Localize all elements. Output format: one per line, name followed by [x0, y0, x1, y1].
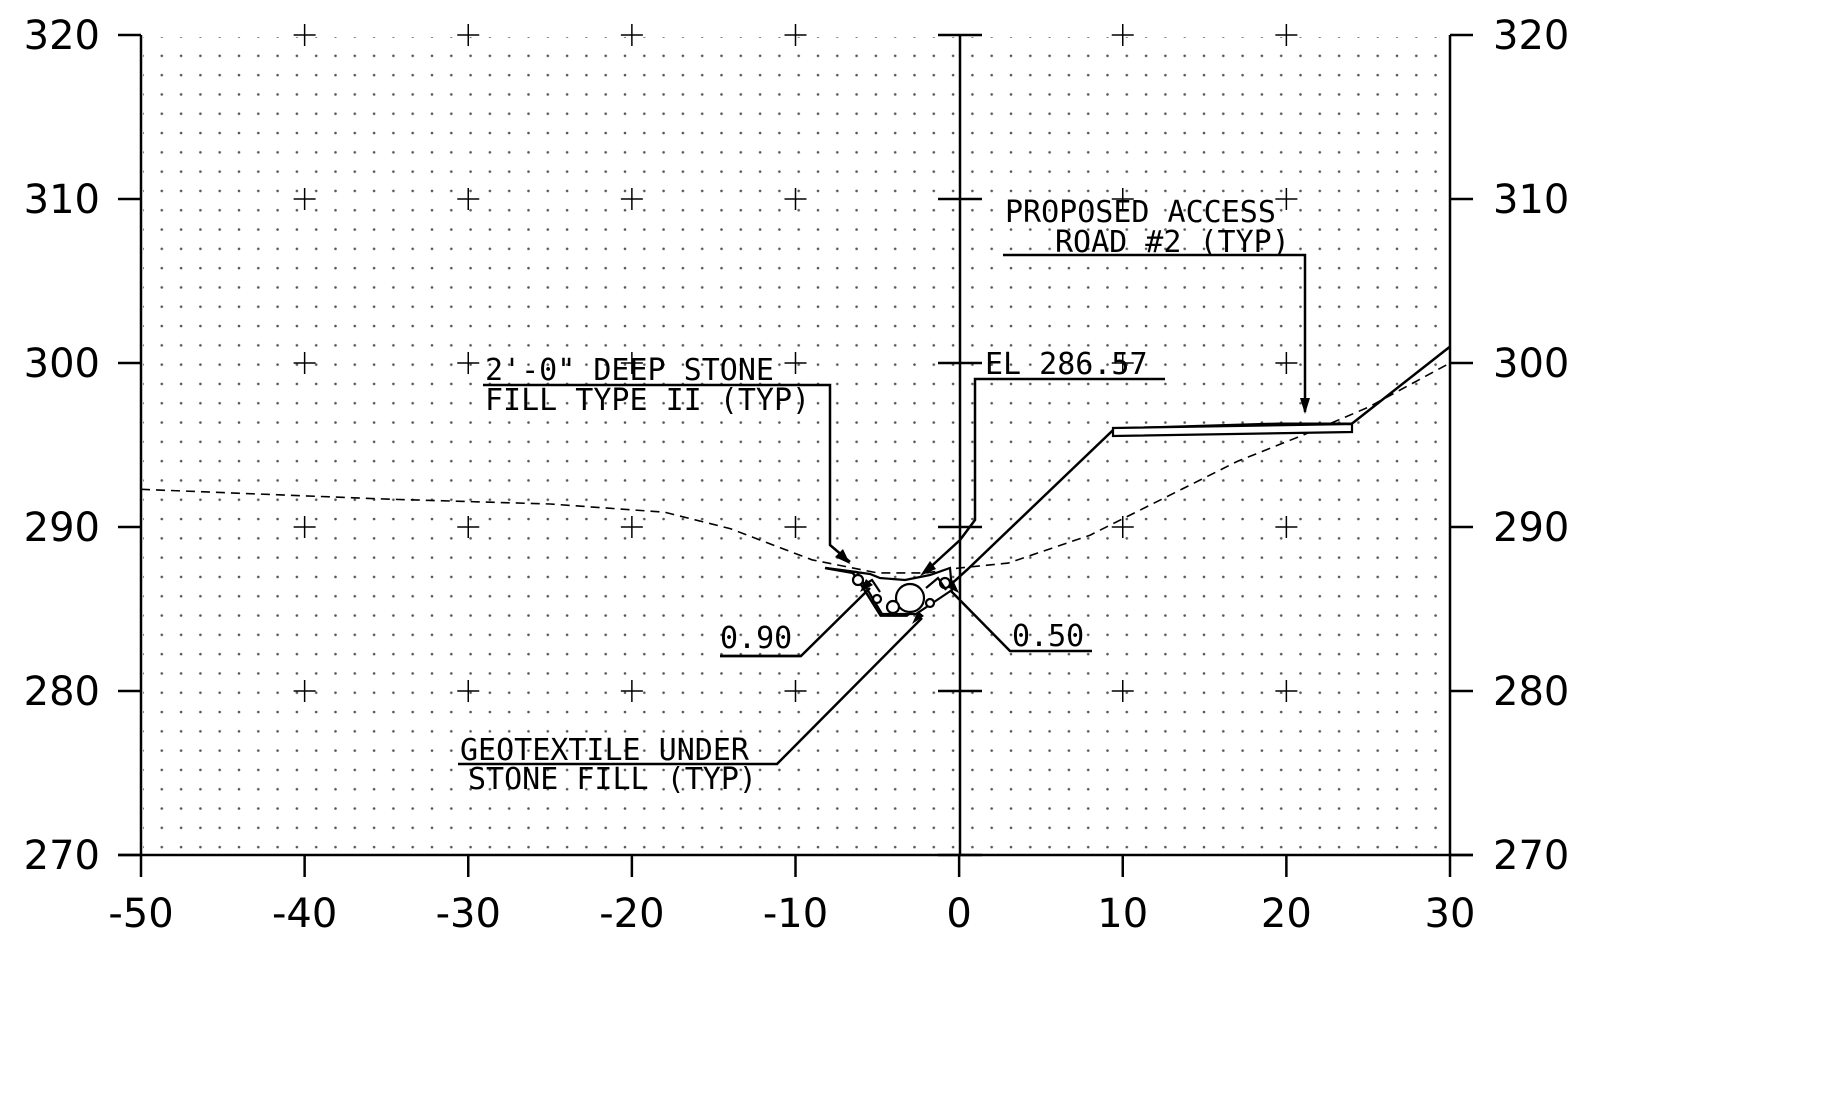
y-tick-label-left: 300: [24, 341, 100, 387]
note-stone-fill-line2: FILL TYPE II (TYP): [485, 383, 810, 418]
x-tick-label: -30: [436, 891, 501, 937]
note-access-road-line1: PROPOSED ACCESS: [1005, 195, 1276, 230]
stone-fill: [825, 566, 954, 616]
axis-ticks: [118, 24, 1473, 877]
x-tick-label: 30: [1425, 891, 1476, 937]
x-tick-label: -10: [763, 891, 828, 937]
access-road-pavement: [1111, 422, 1354, 438]
y-tick-label-right: 320: [1493, 13, 1569, 59]
y-tick-label-right: 270: [1493, 833, 1569, 879]
x-tick-label: -40: [272, 891, 337, 937]
dot-grid: [143, 37, 1448, 851]
y-tick-label-left: 320: [24, 13, 100, 59]
x-tick-label: -50: [108, 891, 173, 937]
x-tick-label: 20: [1261, 891, 1312, 937]
y-tick-label-right: 300: [1493, 341, 1569, 387]
y-tick-label-right: 280: [1493, 669, 1569, 715]
x-tick-label: 0: [946, 891, 971, 937]
note-elevation: EL 286.57: [985, 347, 1148, 382]
leader-arrowheads: [835, 398, 1310, 624]
y-tick-label-right: 290: [1493, 505, 1569, 551]
note-slope-right: 0.50: [1012, 619, 1084, 654]
x-tick-label: -20: [599, 891, 664, 937]
y-tick-label-left: 270: [24, 833, 100, 879]
axis-labels: -50 -40 -30 -20 -10 0 10 20 30 320 320 310 310 300 300…: [24, 13, 1570, 937]
note-geotextile-line1: GEOTEXTILE UNDER: [460, 733, 750, 768]
note-access-road-line2: ROAD #2 (TYP): [1055, 225, 1290, 260]
y-tick-label-left: 280: [24, 669, 100, 715]
y-tick-label-left: 310: [24, 177, 100, 223]
note-slope-left: 0.90: [720, 621, 792, 656]
x-tick-label: 10: [1097, 891, 1148, 937]
note-stone-fill-line1: 2'-0" DEEP STONE: [485, 353, 774, 388]
y-tick-label-left: 290: [24, 505, 100, 551]
note-geotextile-line2: STONE FILL (TYP): [468, 762, 757, 797]
y-tick-label-right: 310: [1493, 177, 1569, 223]
